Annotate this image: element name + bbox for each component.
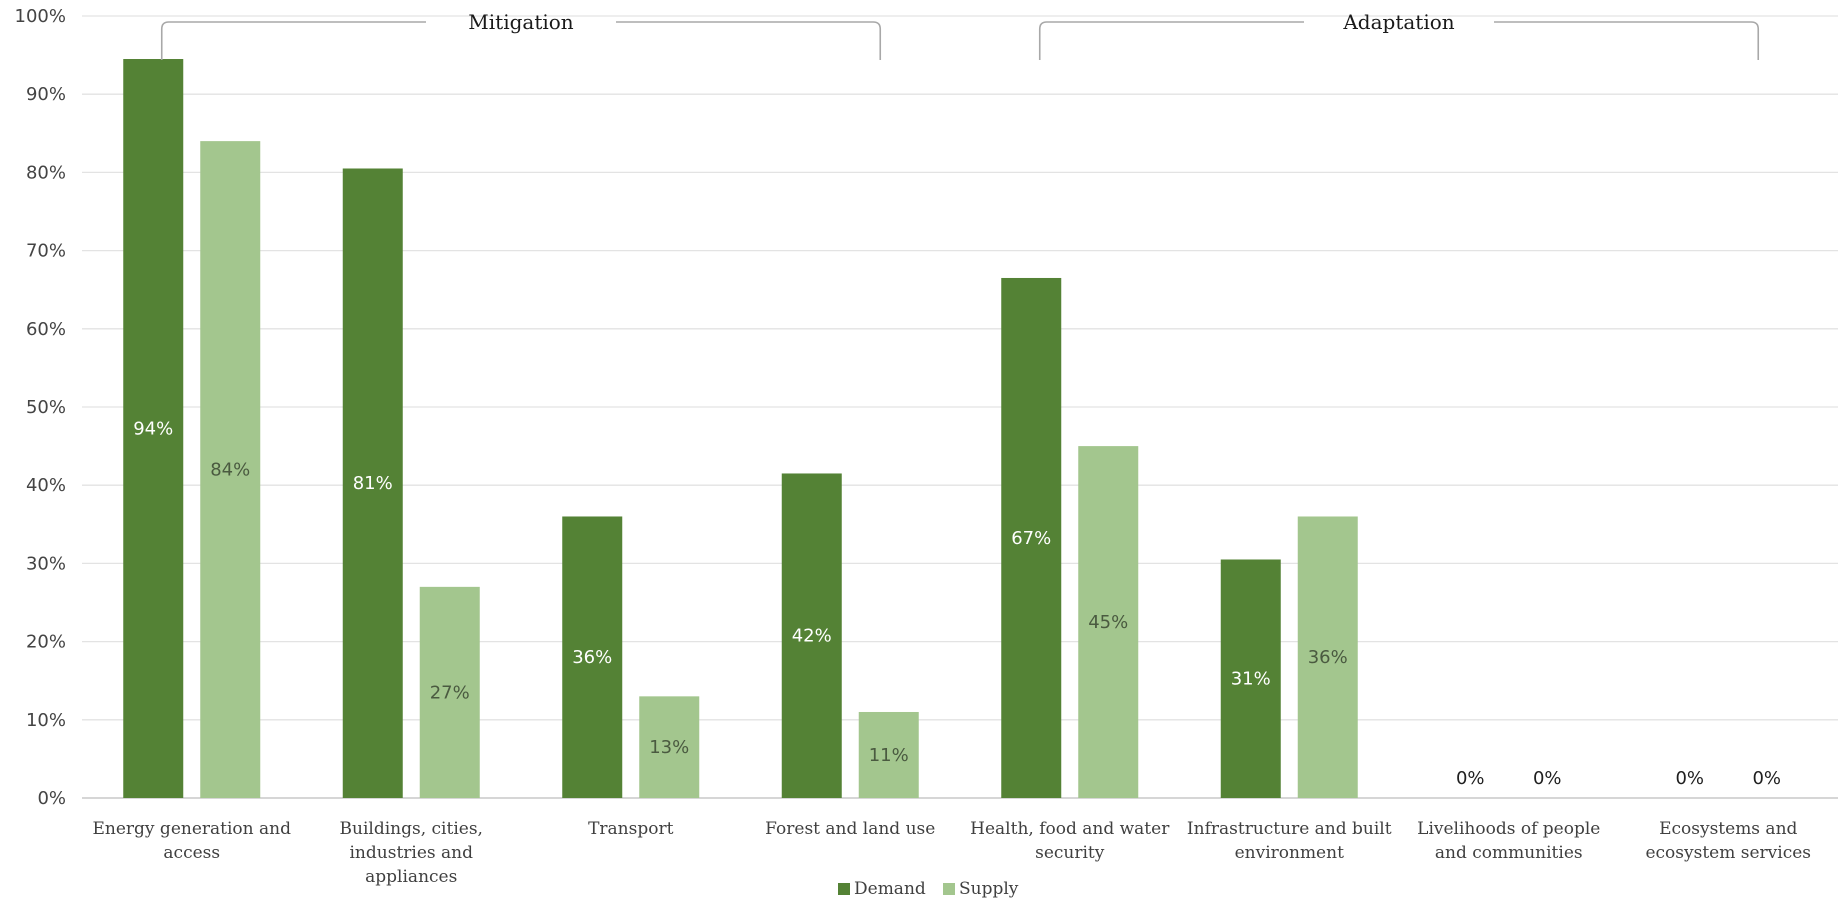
data-label: 94% bbox=[133, 419, 173, 440]
bracket-left-arm bbox=[160, 21, 426, 60]
data-labels: 94% 84% 81% 27% 36% 13% 42% 11% 67% 45% 31% 36% 0% 0%… bbox=[133, 419, 1781, 789]
bar-supply bbox=[1297, 516, 1358, 798]
bar-demand bbox=[1001, 277, 1062, 799]
category-label: Energy generation and bbox=[93, 819, 292, 839]
category-label: Ecosystems and bbox=[1659, 819, 1797, 839]
bar-demand bbox=[1220, 559, 1281, 798]
category-label: Transport bbox=[588, 819, 674, 839]
bracket-right-arm bbox=[1494, 21, 1760, 60]
category-label: security bbox=[1035, 843, 1105, 863]
data-label: 67% bbox=[1011, 528, 1051, 549]
category-label: Infrastructure and built bbox=[1187, 819, 1392, 839]
data-label: 0% bbox=[1456, 768, 1485, 789]
category-label: and communities bbox=[1435, 843, 1583, 863]
data-label: 11% bbox=[869, 745, 909, 766]
data-label: 0% bbox=[1533, 768, 1562, 789]
y-tick-label: 0% bbox=[37, 788, 66, 809]
data-label: 36% bbox=[1308, 647, 1348, 668]
bar-supply bbox=[639, 696, 700, 798]
legend: Demand Supply bbox=[838, 879, 1019, 899]
legend-label-demand: Demand bbox=[854, 879, 926, 899]
bracket-left-arm bbox=[1038, 21, 1304, 60]
bar-demand bbox=[123, 59, 184, 798]
category-label: access bbox=[163, 843, 220, 863]
category-label: environment bbox=[1235, 843, 1344, 863]
bracket-right-arm bbox=[616, 21, 882, 60]
category-group-brackets: Mitigation Adaptation bbox=[160, 10, 1760, 60]
y-tick-label: 80% bbox=[26, 162, 66, 183]
category-label: appliances bbox=[365, 867, 457, 887]
y-tick-label: 10% bbox=[26, 710, 66, 731]
legend-label-supply: Supply bbox=[959, 879, 1019, 899]
y-tick-label: 100% bbox=[15, 6, 66, 27]
category-label: Forest and land use bbox=[765, 819, 935, 839]
y-axis-ticks: 0% 10% 20% 30% 40% 50% 60% 70% 80% 90% 100% bbox=[15, 6, 66, 809]
bars bbox=[123, 59, 1358, 799]
group-label: Adaptation bbox=[1342, 10, 1454, 34]
bar-demand bbox=[562, 516, 623, 798]
legend-swatch-supply bbox=[943, 883, 955, 895]
data-label: 36% bbox=[572, 647, 612, 668]
bar-supply bbox=[419, 586, 480, 798]
category-label: Health, food and water bbox=[970, 819, 1170, 839]
legend-swatch-demand bbox=[838, 883, 850, 895]
y-tick-label: 50% bbox=[26, 397, 66, 418]
data-label: 13% bbox=[649, 737, 689, 758]
group-label: Mitigation bbox=[468, 10, 574, 34]
bar-demand bbox=[342, 168, 403, 799]
data-label: 81% bbox=[353, 473, 393, 494]
data-label: 0% bbox=[1675, 768, 1704, 789]
category-label: industries and bbox=[350, 843, 474, 863]
data-label: 31% bbox=[1231, 669, 1271, 690]
x-axis-category-labels: Energy generation and access Buildings, ci… bbox=[93, 819, 1812, 887]
bar-demand bbox=[781, 473, 842, 798]
data-label: 45% bbox=[1088, 612, 1128, 633]
y-tick-label: 90% bbox=[26, 84, 66, 105]
y-tick-label: 40% bbox=[26, 475, 66, 496]
category-label: Livelihoods of people bbox=[1417, 819, 1600, 839]
data-label: 42% bbox=[792, 626, 832, 647]
bar-supply bbox=[858, 711, 919, 798]
y-tick-label: 20% bbox=[26, 632, 66, 653]
y-tick-label: 70% bbox=[26, 241, 66, 262]
bar-supply bbox=[1078, 446, 1139, 798]
y-tick-label: 30% bbox=[26, 553, 66, 574]
category-label: ecosystem services bbox=[1645, 843, 1811, 863]
data-label: 0% bbox=[1752, 768, 1781, 789]
data-label: 27% bbox=[430, 682, 470, 703]
bar-supply bbox=[200, 141, 261, 798]
category-label: Buildings, cities, bbox=[340, 819, 483, 839]
y-tick-label: 60% bbox=[26, 319, 66, 340]
data-label: 84% bbox=[210, 460, 250, 481]
